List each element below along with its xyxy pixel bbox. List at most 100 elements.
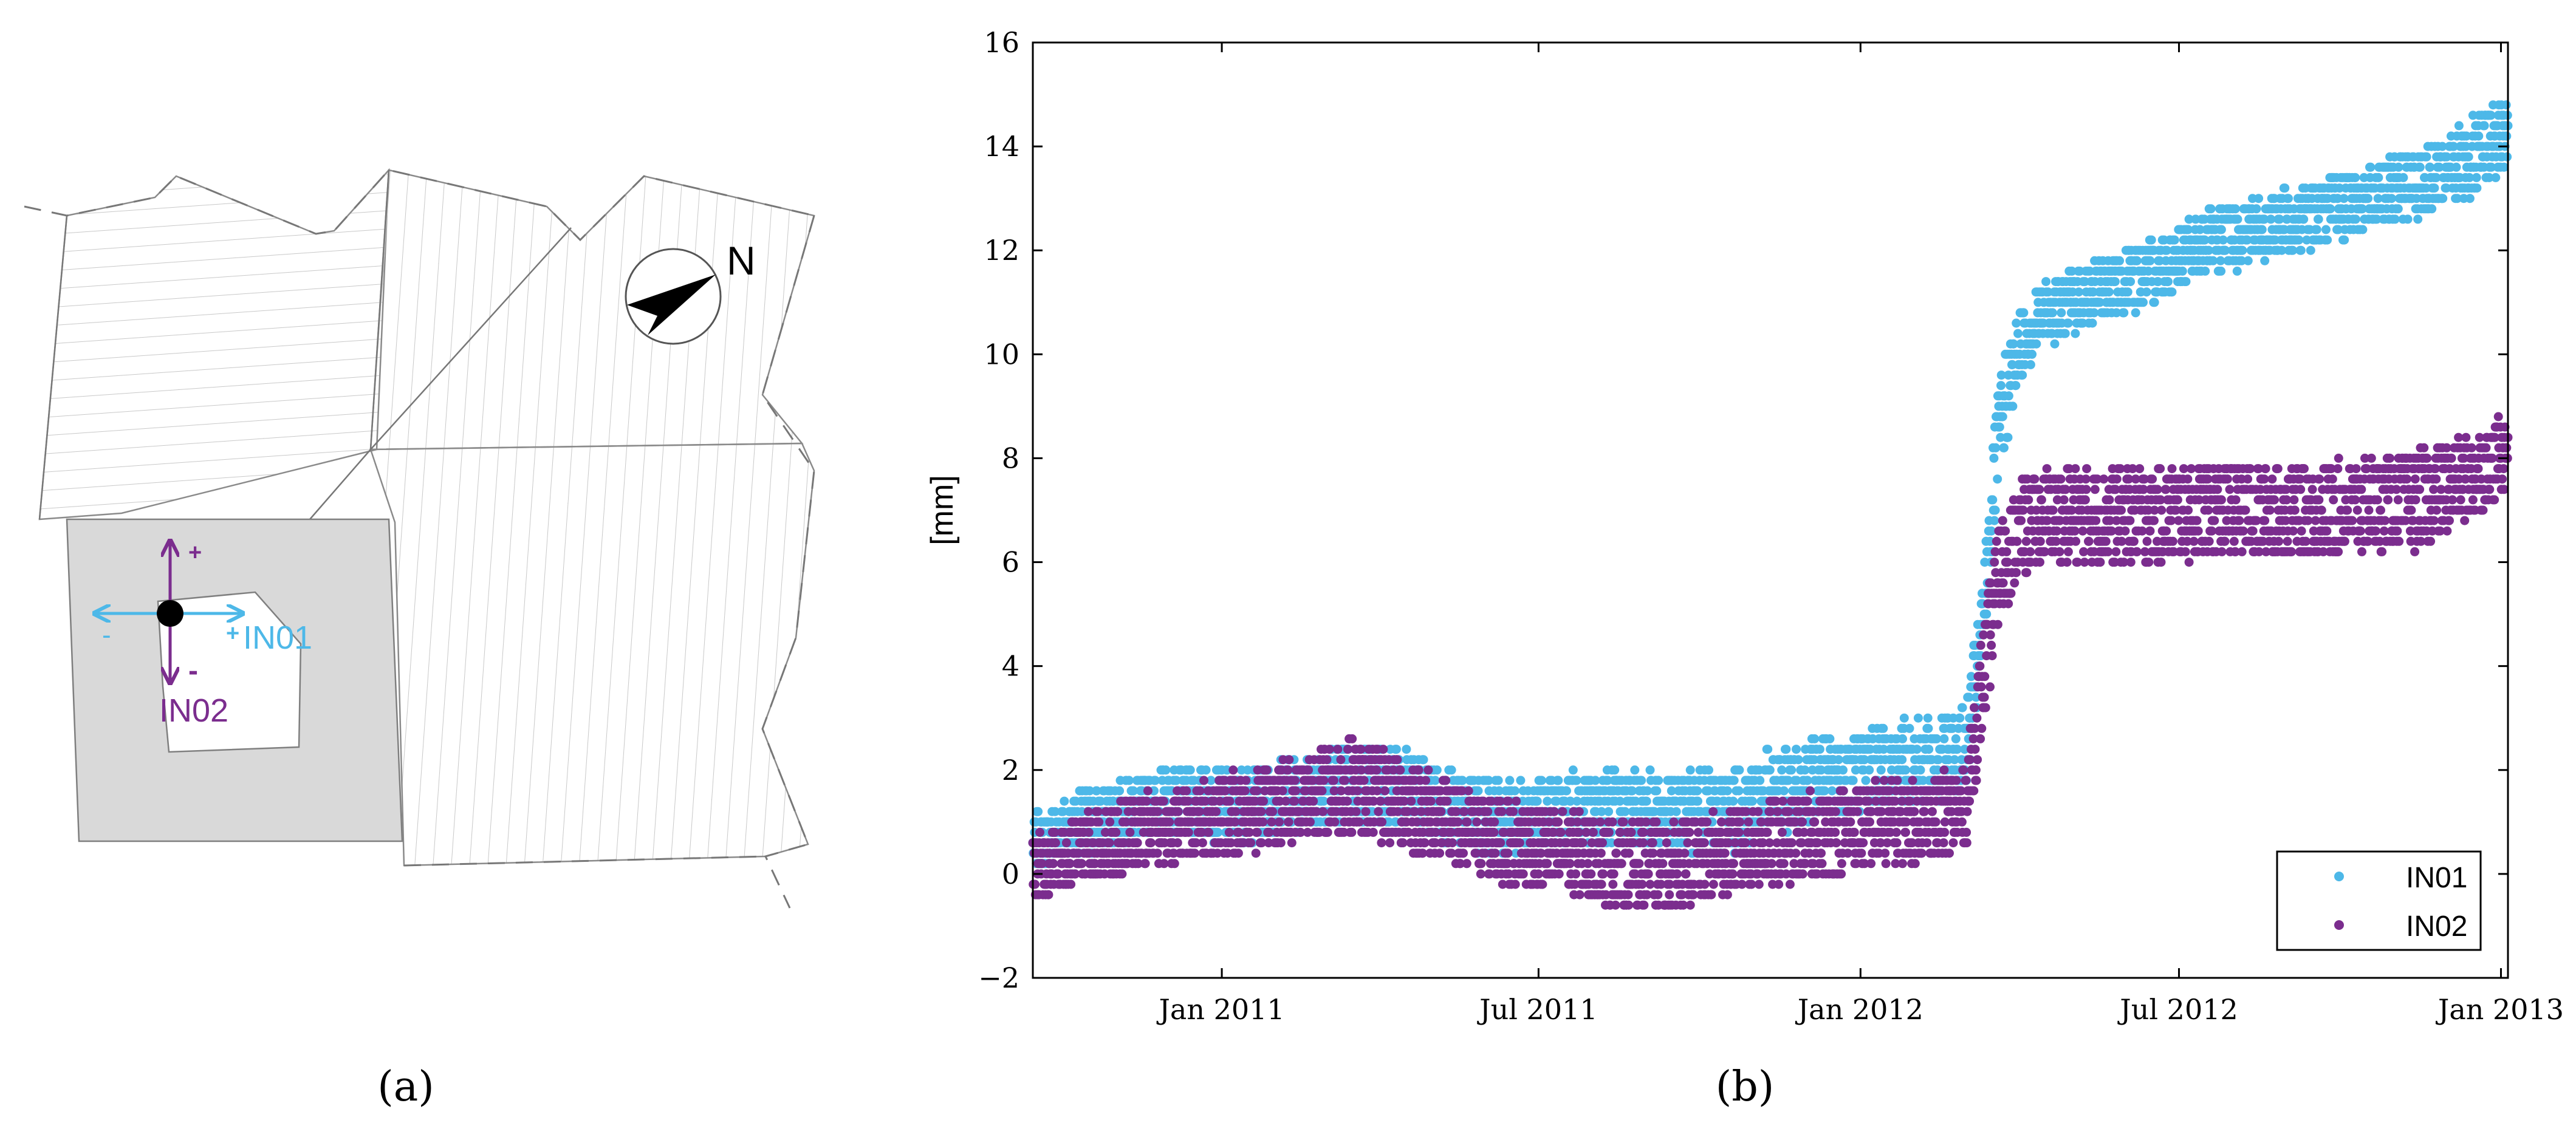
data-point: [1505, 776, 1515, 785]
data-point: [1093, 807, 1103, 816]
data-point: [1729, 776, 1739, 785]
data-point: [1432, 765, 1442, 775]
data-point: [1392, 755, 1402, 765]
data-point: [1720, 848, 1730, 858]
data-point: [2502, 131, 2512, 141]
data-point: [2387, 194, 2396, 203]
data-point: [1597, 879, 1606, 889]
data-point: [2131, 308, 2140, 318]
data-point: [1912, 745, 1922, 754]
data-point: [1685, 765, 1695, 775]
data-point: [1572, 776, 1581, 785]
north-arrow-icon: [627, 275, 716, 335]
data-point: [1420, 838, 1430, 848]
data-point: [1132, 838, 1142, 848]
data-point: [1515, 838, 1524, 848]
data-point: [2363, 194, 2373, 203]
data-point: [1566, 796, 1575, 806]
data-point: [2104, 287, 2114, 297]
data-point: [1379, 745, 1388, 754]
data-point: [1598, 838, 1607, 848]
data-point: [1735, 765, 1744, 775]
data-point: [1284, 817, 1293, 827]
data-point: [1213, 827, 1223, 837]
data-point: [1848, 776, 1858, 785]
data-point: [1597, 807, 1606, 816]
data-point: [1834, 755, 1843, 765]
data-point: [2050, 339, 2060, 349]
data-point: [1608, 817, 1617, 827]
data-point: [1182, 786, 1191, 796]
data-point: [2339, 194, 2349, 203]
data-point: [1060, 796, 1069, 806]
data-point: [1290, 776, 1300, 785]
data-point: [1825, 734, 1835, 743]
data-point: [1916, 765, 1925, 775]
data-point: [1190, 848, 1199, 858]
data-point: [1343, 796, 1352, 806]
data-point: [1284, 755, 1294, 765]
data-point: [1359, 776, 1369, 785]
data-point: [1115, 786, 1125, 796]
data-point: [1578, 838, 1588, 848]
data-point: [1693, 796, 1702, 806]
data-point: [1851, 765, 1860, 775]
data-point: [2413, 214, 2423, 224]
data-point: [2115, 256, 2125, 265]
data-point: [1828, 786, 1837, 796]
data-point: [1324, 745, 1334, 754]
data-point: [2491, 172, 2501, 182]
data-point: [1406, 796, 1416, 806]
data-point: [1655, 838, 1665, 848]
data-point: [1435, 848, 1445, 858]
data-point: [1153, 848, 1162, 858]
panel-a-map: + - + - IN01 IN02 N (a): [24, 168, 815, 1111]
data-point: [1356, 745, 1366, 754]
data-point: [1426, 796, 1436, 806]
data-point: [1171, 776, 1181, 785]
data-point: [1553, 817, 1563, 827]
dashed-boundary-bottom: [403, 855, 766, 867]
data-point: [1372, 786, 1382, 796]
data-point: [1448, 838, 1457, 848]
data-point: [1402, 745, 1411, 754]
data-point: [1276, 838, 1286, 848]
data-point: [1608, 879, 1618, 889]
data-point: [1442, 796, 1452, 806]
data-point: [1030, 879, 1040, 889]
data-point: [1532, 796, 1542, 806]
data-point: [1838, 765, 1848, 775]
data-point: [2233, 214, 2242, 224]
data-point: [1609, 869, 1619, 879]
data-point: [1693, 827, 1703, 837]
data-point: [1503, 848, 1513, 858]
data-point: [2403, 214, 2413, 224]
data-point: [1044, 890, 1053, 900]
data-point: [2415, 162, 2425, 172]
data-point: [1591, 776, 1600, 785]
data-point: [2399, 172, 2408, 182]
data-point: [1252, 786, 1262, 796]
data-point: [1146, 838, 1156, 848]
data-point: [1476, 869, 1485, 879]
in01-minus-sign: -: [102, 620, 111, 650]
data-point: [1879, 745, 1888, 754]
data-point: [1225, 796, 1235, 806]
data-point: [2119, 308, 2129, 318]
data-point: [1543, 859, 1552, 869]
data-point: [1639, 900, 1649, 910]
data-point: [2280, 183, 2290, 193]
data-point: [2167, 287, 2177, 297]
data-point: [2019, 308, 2029, 318]
data-point: [1708, 879, 1718, 889]
data-point: [1246, 838, 1256, 848]
data-point: [1800, 765, 1810, 775]
building-block-upper-right: [369, 169, 815, 451]
data-point: [1351, 807, 1361, 816]
data-point: [2438, 194, 2448, 203]
data-point: [1173, 838, 1182, 848]
data-point: [2351, 214, 2360, 224]
data-point: [2071, 329, 2080, 338]
data-point: [1374, 807, 1383, 816]
data-point: [1462, 817, 1472, 827]
